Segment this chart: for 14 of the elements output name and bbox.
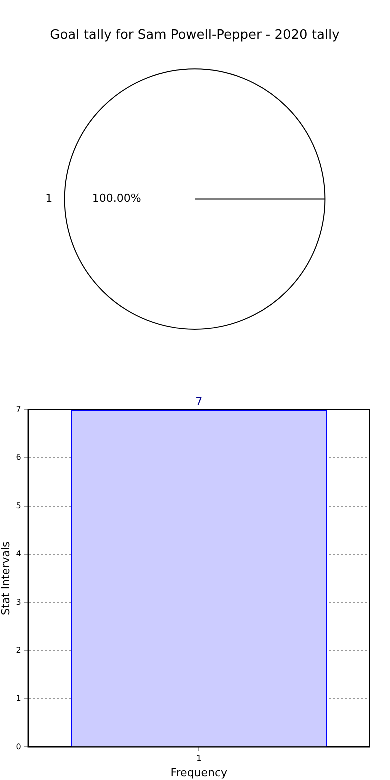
y-tick-label: 7 <box>16 405 22 414</box>
y-axis-title: Stat Intervals <box>0 541 12 616</box>
data-label: 7 <box>196 395 203 408</box>
y-tick-label: 5 <box>16 501 22 510</box>
x-axis-title: Frequency <box>170 766 228 780</box>
data-label: 100.00% <box>92 192 142 206</box>
slice-label: 1 <box>46 192 53 206</box>
y-tick-label: 1 <box>16 694 22 704</box>
y-tick-label: 6 <box>16 453 22 462</box>
y-tick-label: 3 <box>16 598 22 607</box>
y-tick-label: 0 <box>16 742 22 752</box>
y-tick-label: 4 <box>16 550 22 559</box>
chart-title: Goal tally for Sam Powell-Pepper - 2020 tally <box>50 28 340 44</box>
y-tick-label: 2 <box>16 646 22 655</box>
